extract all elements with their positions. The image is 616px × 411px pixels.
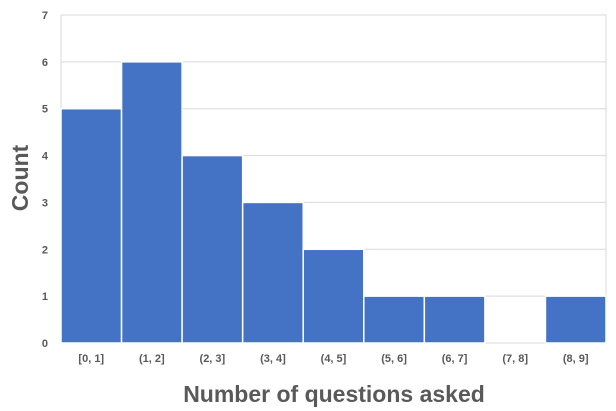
x-tick-label: (5, 6]: [381, 353, 407, 365]
x-tick-label: (6, 7]: [442, 353, 468, 365]
x-axis-title: Number of questions asked: [183, 381, 485, 407]
y-tick-label: 7: [42, 10, 48, 22]
bar-3: [241, 201, 304, 344]
x-tick-label: (8, 9]: [563, 353, 589, 365]
y-tick-label: 5: [42, 104, 48, 116]
y-tick-label: 1: [42, 291, 48, 303]
bar-1: [120, 61, 183, 344]
x-tick-label: (1, 2]: [139, 353, 165, 365]
y-tick-label: 6: [42, 57, 48, 69]
y-tick-label: 2: [42, 244, 48, 256]
y-tick-label: 3: [42, 197, 48, 209]
bar-8: [544, 295, 607, 344]
x-tick-label: [0, 1]: [78, 353, 104, 365]
bar-6: [423, 295, 486, 344]
x-tick-label: (3, 4]: [260, 353, 286, 365]
bar-5: [363, 295, 426, 344]
y-tick-labels: 0 1 2 3 4 5 6 7: [42, 10, 49, 350]
bar-4: [302, 248, 365, 344]
x-tick-label: (2, 3]: [200, 353, 226, 365]
x-tick-labels: [0, 1] (1, 2] (2, 3] (3, 4] (4, 5] (5, 6] (6, …: [78, 353, 588, 365]
y-tick-label: 0: [42, 338, 48, 350]
x-tick-label: (4, 5]: [321, 353, 347, 365]
y-axis-title: Count: [7, 144, 33, 211]
bar-2: [181, 154, 244, 344]
bar-0: [60, 107, 123, 344]
y-tick-label: 4: [42, 151, 49, 163]
x-tick-label: (7, 8]: [502, 353, 528, 365]
bars: [60, 61, 607, 344]
